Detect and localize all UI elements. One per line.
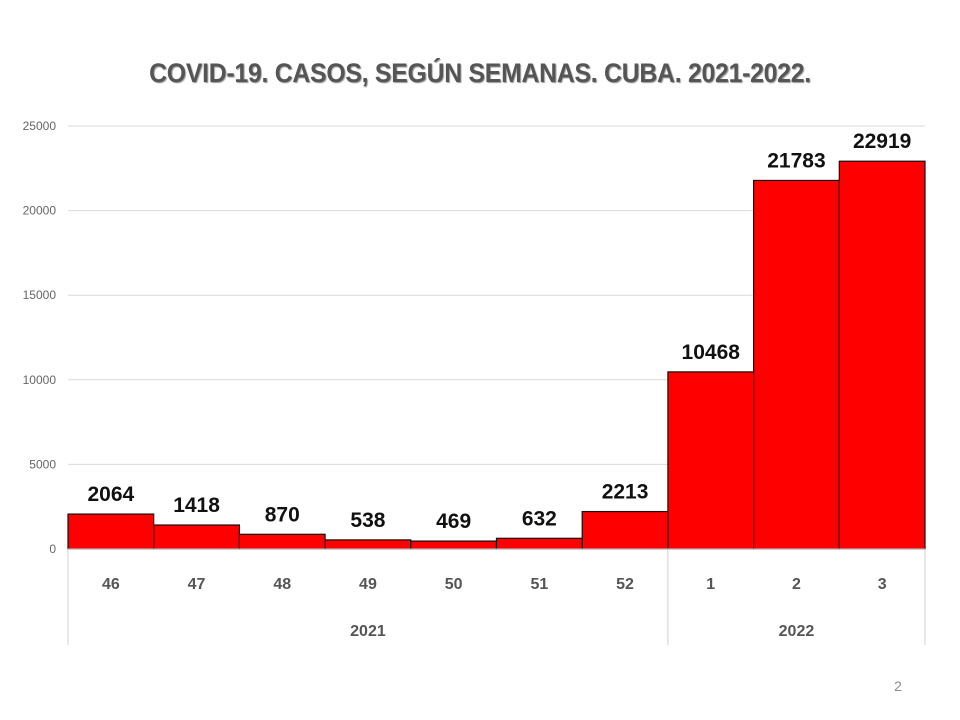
data-label: 870: [265, 503, 300, 526]
bars: [67, 160, 926, 550]
y-tick-label: 10000: [23, 373, 57, 387]
x-tick-label: 3: [878, 576, 887, 593]
data-label: 1418: [173, 494, 220, 517]
x-tick-label: 49: [359, 576, 377, 593]
x-tick-label: 47: [188, 576, 206, 593]
data-label: 538: [350, 509, 385, 532]
y-tick-label: 20000: [23, 204, 57, 218]
bar: [153, 524, 240, 550]
bar: [495, 537, 583, 550]
y-tick-label: 5000: [29, 457, 56, 471]
y-tick-label: 0: [49, 542, 56, 556]
x-tick-label: 46: [102, 576, 120, 593]
data-label: 469: [436, 510, 471, 533]
y-tick-label: 15000: [23, 288, 57, 302]
bar: [667, 371, 755, 550]
y-axis-ticks: 0 5000 10000 15000 20000 25000: [23, 119, 57, 556]
page-number: 2: [894, 678, 902, 694]
data-label: 632: [522, 507, 557, 530]
bar: [410, 540, 498, 550]
bar: [67, 513, 155, 550]
x-tick-label: 2: [792, 576, 801, 593]
bar: [238, 533, 326, 550]
x-group-label: 2022: [779, 623, 815, 640]
data-label: 21783: [767, 149, 825, 172]
bar: [838, 160, 926, 550]
x-tick-label: 1: [706, 576, 715, 593]
y-tick-label: 25000: [23, 119, 57, 133]
chart-title: COVID-19. CASOS, SEGÚN SEMANAS. CUBA. 20…: [149, 58, 811, 88]
x-tick-label: 51: [530, 576, 548, 593]
x-tick-label: 48: [273, 576, 291, 593]
bar: [581, 510, 669, 550]
bar: [324, 539, 412, 550]
data-label: 22919: [853, 130, 911, 153]
bar: [752, 179, 840, 550]
x-axis: 46 47 48 49 50 51 52 1 2 3 2021 2022: [67, 548, 926, 645]
x-tick-label: 50: [445, 576, 463, 593]
data-label: 2213: [602, 481, 649, 504]
data-label: 10468: [682, 341, 741, 364]
x-group-label: 2021: [350, 623, 386, 640]
data-label: 2064: [87, 483, 134, 506]
x-tick-label: 52: [616, 576, 634, 593]
data-labels: 2064 1418 870 538 469 632 2213 10468 21783 22919: [87, 130, 911, 533]
